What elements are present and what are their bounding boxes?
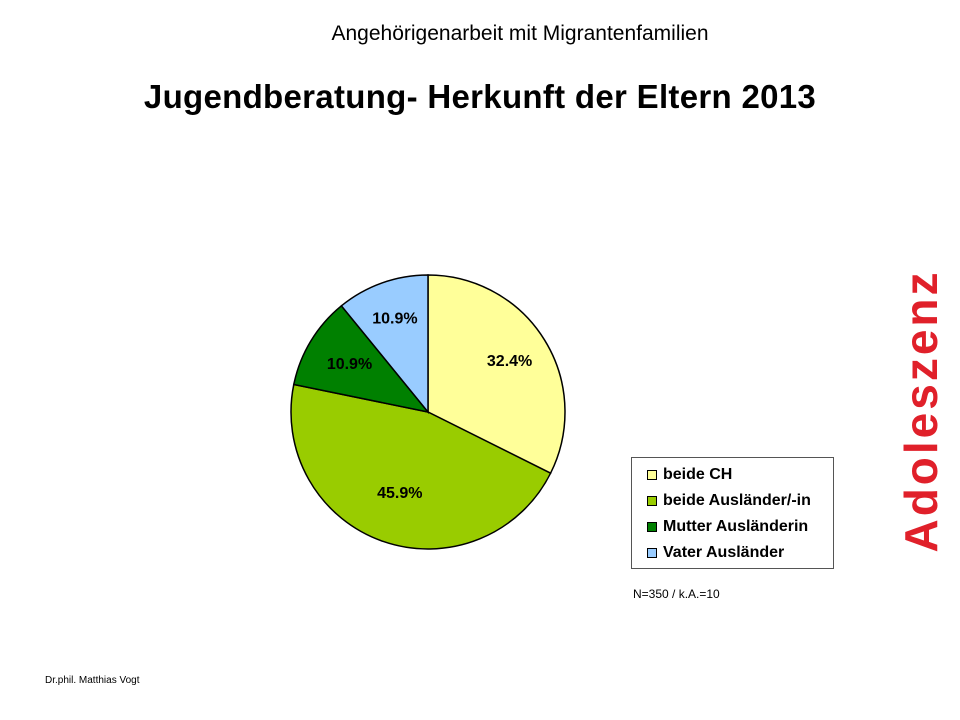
legend-swatch bbox=[647, 548, 657, 558]
pie-data-label: 10.9% bbox=[372, 311, 417, 328]
legend-swatch bbox=[647, 522, 657, 532]
legend-label: beide Ausländer/-in bbox=[663, 492, 811, 509]
legend-item: beide Ausländer/-in bbox=[647, 488, 833, 514]
legend-label: Vater Ausländer bbox=[663, 544, 785, 561]
author-footer: Dr.phil. Matthias Vogt bbox=[45, 675, 140, 686]
pie-slice bbox=[292, 304, 430, 414]
pie-slice bbox=[427, 274, 566, 475]
chart-title: Jugendberatung- Herkunft der Eltern 2013 bbox=[143, 78, 817, 115]
legend-label: beide CH bbox=[663, 466, 733, 483]
pie-data-label: 45.9% bbox=[377, 485, 422, 502]
legend-item: Mutter Ausländerin bbox=[647, 514, 833, 540]
legend-item: Vater Ausländer bbox=[647, 540, 833, 566]
pie-data-label: 32.4% bbox=[487, 353, 532, 370]
chart-legend: beide CH beide Ausländer/-in Mutter Ausl… bbox=[631, 457, 834, 569]
header-subtitle: Angehörigenarbeit mit Migrantenfamilien bbox=[331, 22, 709, 45]
sample-size-note: N=350 / k.A.=10 bbox=[633, 587, 720, 601]
pie-data-label: 10.9% bbox=[327, 356, 372, 373]
legend-item: beide CH bbox=[647, 462, 833, 488]
legend-label: Mutter Ausländerin bbox=[663, 518, 809, 535]
legend-swatch bbox=[647, 496, 657, 506]
side-label: Adoleszenz bbox=[895, 269, 947, 553]
pie-slice bbox=[290, 383, 552, 550]
pie-slice bbox=[340, 274, 429, 415]
legend-swatch bbox=[647, 470, 657, 480]
